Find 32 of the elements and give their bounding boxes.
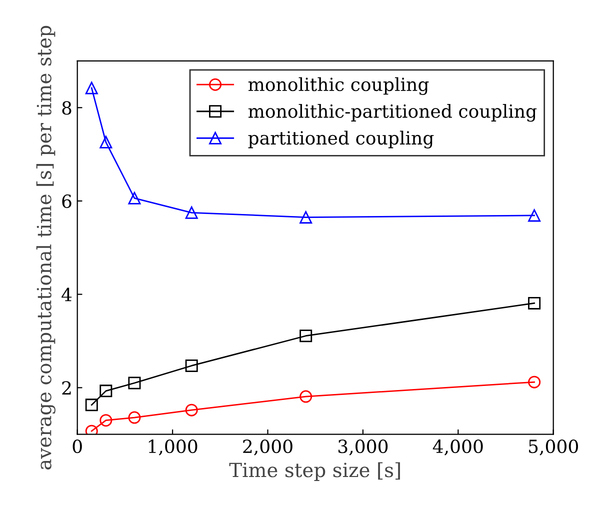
point <box>528 296 541 310</box>
y-axis-title: average computational time [s] per time step <box>36 26 56 470</box>
point <box>528 376 541 388</box>
point <box>128 411 141 424</box>
x-tick-label: 5,000 <box>529 440 578 456</box>
x-tick-label: 4,000 <box>432 440 483 456</box>
x-axis-title: Time step size [s] <box>229 462 400 482</box>
x-tick-label: 2,000 <box>243 440 292 456</box>
y-tick-label: 8 <box>62 101 72 115</box>
point <box>185 206 198 219</box>
point <box>185 359 198 372</box>
point <box>128 192 141 204</box>
point <box>100 414 112 427</box>
x-tick-label: 0 <box>72 440 82 454</box>
point <box>100 384 112 398</box>
x-tick-label: 3,000 <box>338 440 388 456</box>
point <box>185 404 198 416</box>
point <box>528 209 541 222</box>
point <box>128 376 141 390</box>
point <box>85 398 98 412</box>
y-tick-label: 4 <box>62 288 72 302</box>
y-tick-label: 2 <box>62 381 71 395</box>
y-tick-label: 6 <box>62 194 72 208</box>
point <box>100 136 112 148</box>
point <box>85 82 98 94</box>
legend-label: monolithic-partitioned coupling <box>248 104 537 122</box>
point <box>300 330 312 342</box>
point <box>300 390 312 403</box>
x-tick-label: 1,000 <box>148 440 198 456</box>
legend-label: partitioned coupling <box>248 130 434 148</box>
legend-label: monolithic coupling <box>248 77 429 95</box>
point <box>300 211 312 224</box>
